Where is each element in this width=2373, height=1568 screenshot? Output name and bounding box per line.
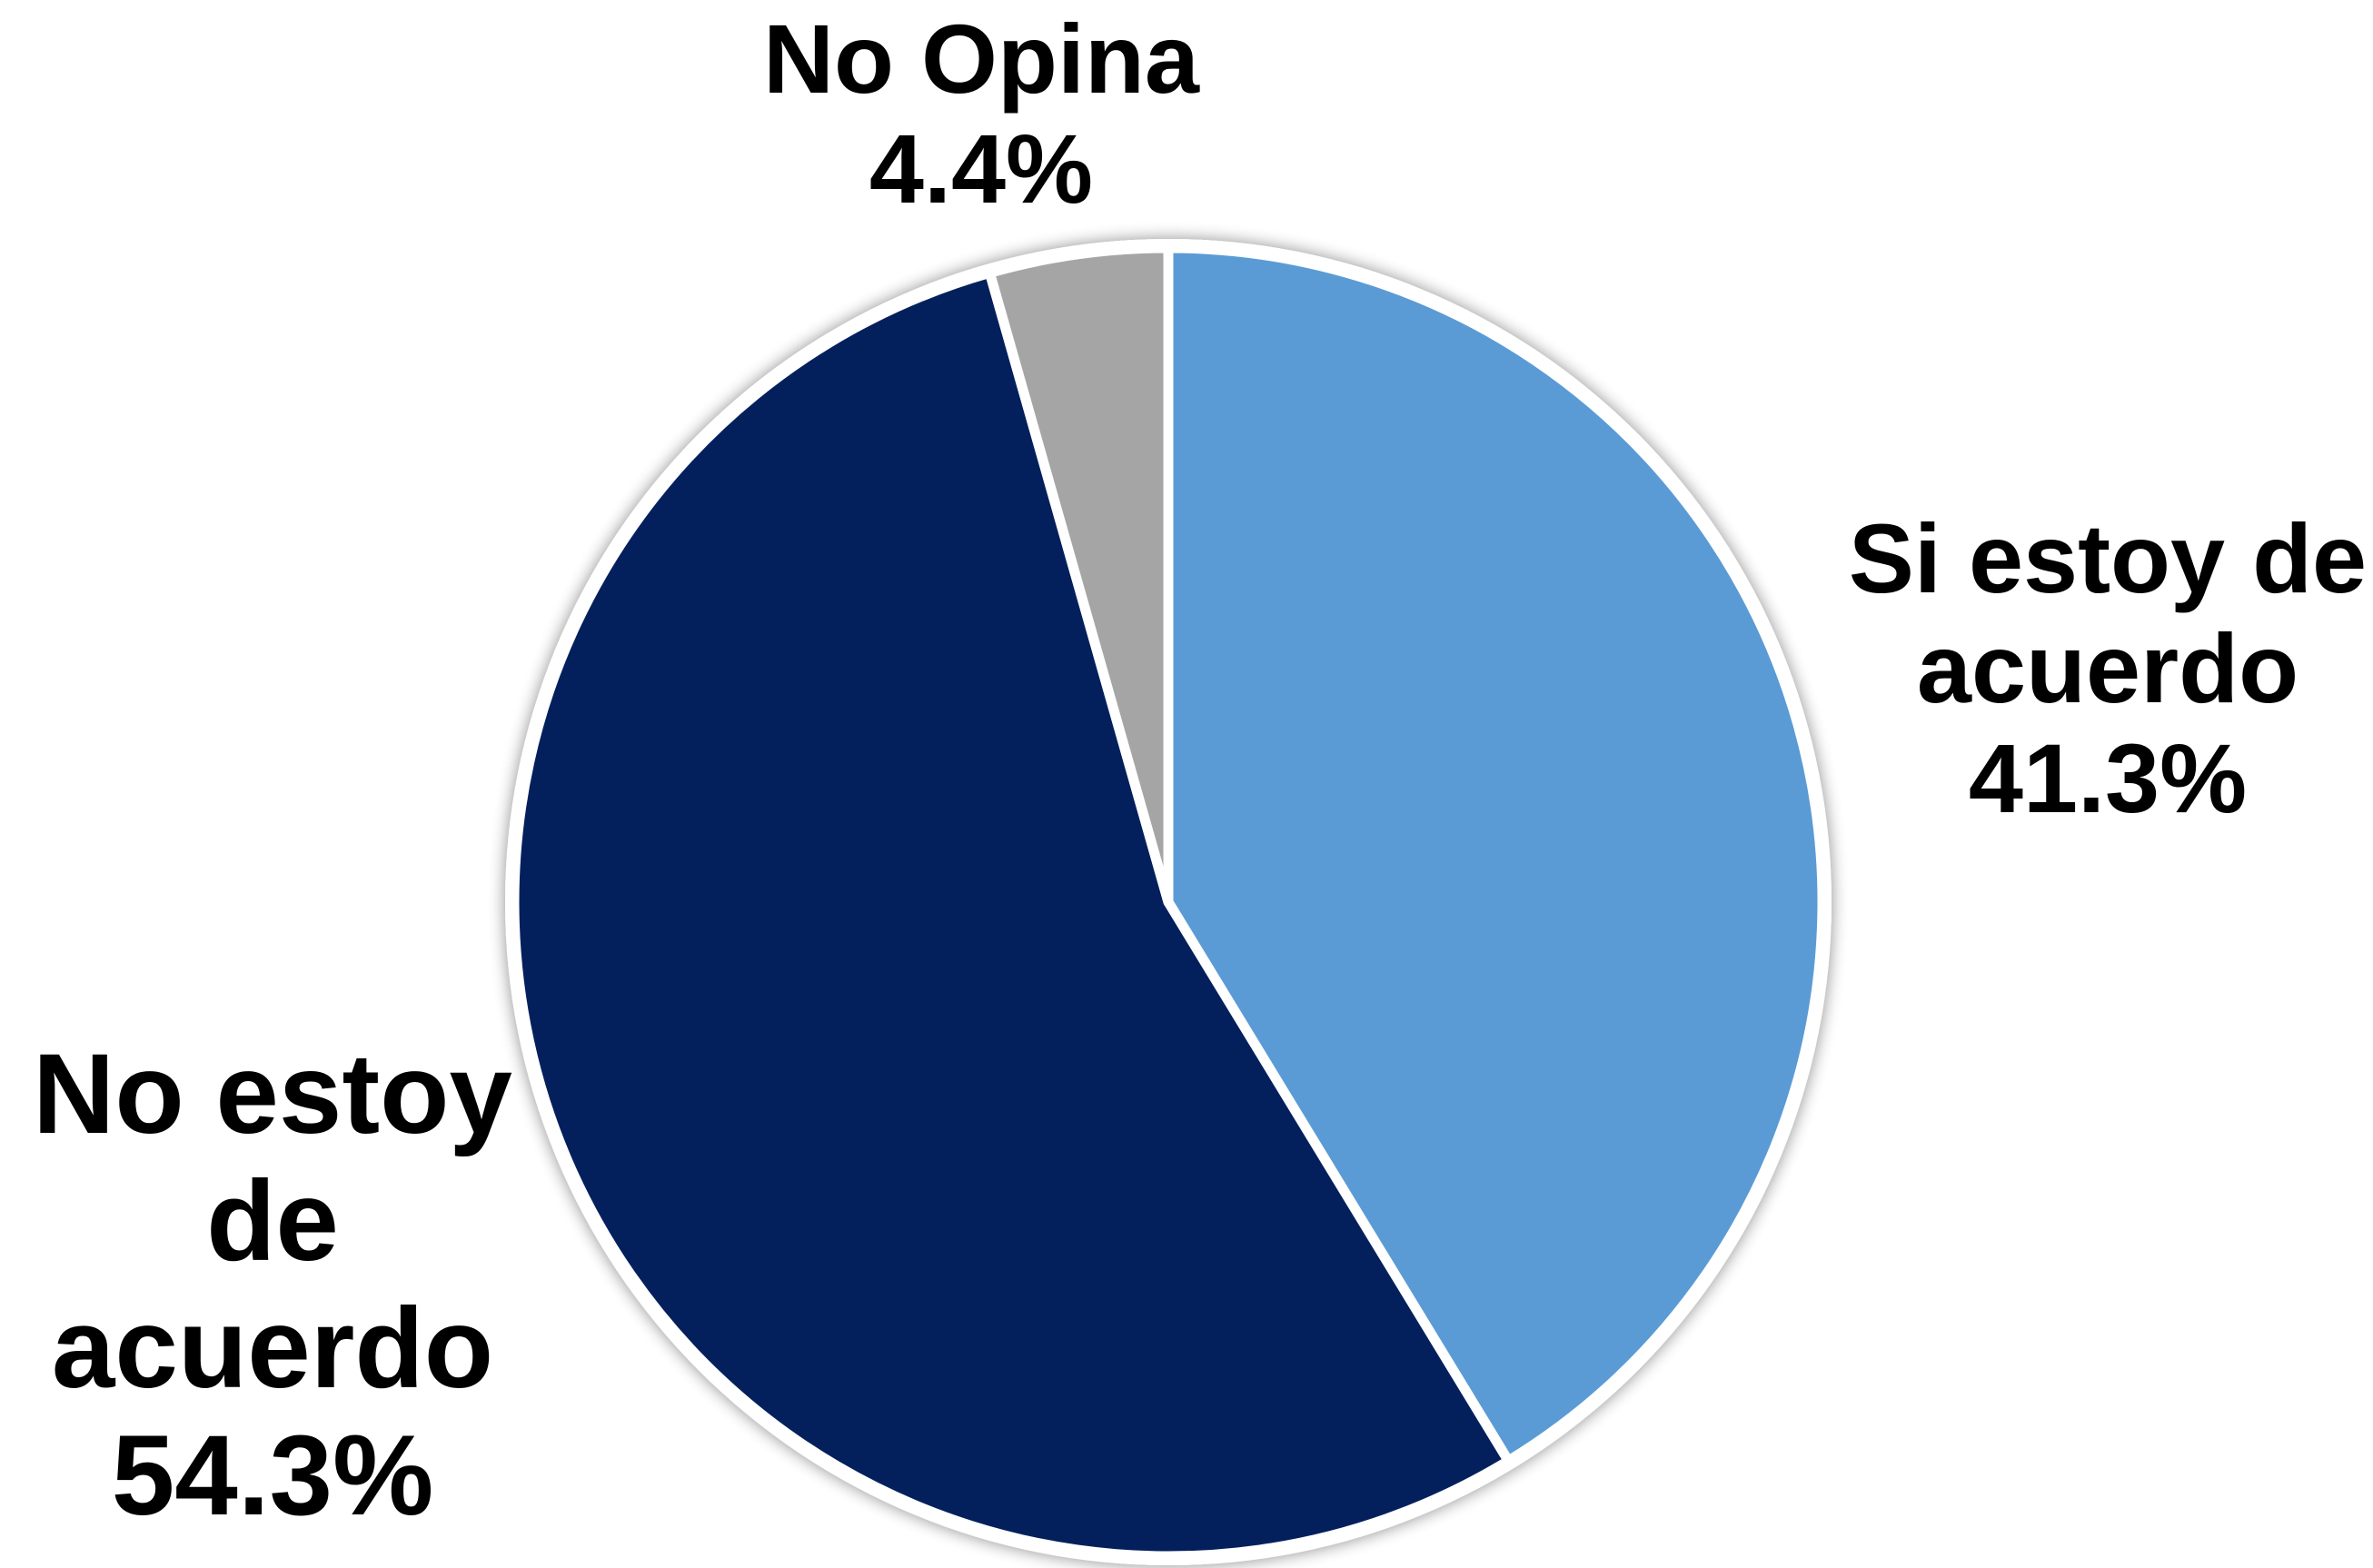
pie-slice-1 bbox=[509, 267, 1514, 1562]
slice-label-line: Si estoy de bbox=[1848, 503, 2368, 613]
slice-label-si-estoy-de-acuerdo: Si estoy de acuerdo 41.3% bbox=[1844, 503, 2371, 834]
slice-label-line: de bbox=[206, 1158, 339, 1285]
slice-label-no-opina: No Opina 4.4% bbox=[700, 4, 1263, 224]
pie-slice-2 bbox=[984, 243, 1174, 908]
slice-value-label: 41.3% bbox=[1968, 722, 2248, 833]
slice-label-line: acuerdo bbox=[51, 1285, 494, 1412]
slice-value-label: 54.3% bbox=[111, 1413, 434, 1539]
slice-label-line: No Opina bbox=[763, 4, 1199, 114]
pie-slice-0 bbox=[1163, 243, 1828, 1466]
pie-slices bbox=[509, 243, 1828, 1562]
slice-value-label: 4.4% bbox=[869, 113, 1094, 223]
slice-label-line: No estoy bbox=[33, 1031, 512, 1157]
slice-label-no-estoy-de-acuerdo: No estoy de acuerdo 54.3% bbox=[0, 1031, 545, 1540]
slice-label-line: acuerdo bbox=[1916, 612, 2299, 723]
